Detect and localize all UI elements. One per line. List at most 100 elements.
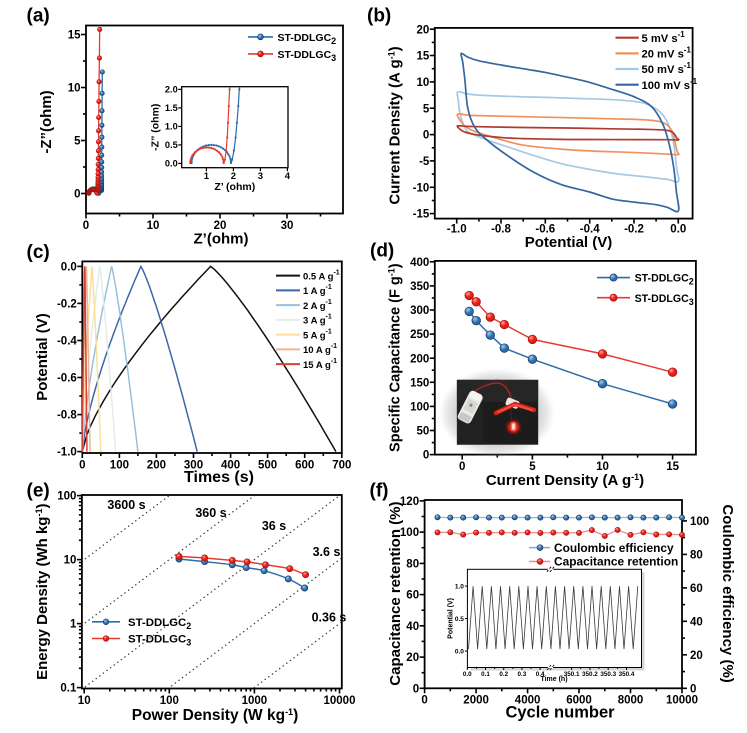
- svg-text:ST-DDLGC2: ST-DDLGC2: [128, 617, 191, 631]
- svg-text:0.0: 0.0: [61, 262, 77, 274]
- svg-text:10000: 10000: [666, 694, 698, 706]
- svg-text:20: 20: [417, 24, 430, 36]
- svg-text:6000: 6000: [566, 694, 592, 706]
- svg-text:0.5: 0.5: [165, 140, 178, 150]
- svg-text:0.5: 0.5: [455, 616, 464, 623]
- svg-text:100: 100: [110, 459, 129, 471]
- svg-text:0: 0: [423, 130, 429, 142]
- svg-text:20: 20: [214, 220, 227, 232]
- svg-text:-0.2: -0.2: [57, 299, 77, 311]
- svg-text:0: 0: [413, 683, 419, 695]
- svg-text:500: 500: [258, 459, 277, 471]
- svg-text:-Z” (ohm): -Z” (ohm): [150, 104, 162, 151]
- svg-text:0.0: 0.0: [463, 671, 472, 678]
- svg-text:-0.8: -0.8: [491, 224, 511, 236]
- svg-text:-15: -15: [413, 209, 430, 221]
- svg-text:10: 10: [68, 83, 81, 95]
- svg-text:1.0: 1.0: [455, 583, 464, 590]
- svg-text:-10: -10: [413, 182, 430, 194]
- svg-text:50: 50: [417, 426, 430, 438]
- svg-text:0: 0: [79, 459, 85, 471]
- svg-text:2 A g-1​: 2 A g-1​: [303, 299, 332, 312]
- svg-text:10 A g-1​: 10 A g-1​: [303, 343, 337, 356]
- svg-text:1000: 1000: [242, 695, 268, 707]
- svg-text:ST-DDLGC3: ST-DDLGC3: [128, 634, 191, 648]
- svg-text:8000: 8000: [618, 694, 644, 706]
- svg-text:1: 1: [70, 619, 77, 631]
- svg-text:0: 0: [423, 450, 429, 462]
- svg-text:-0.4: -0.4: [57, 336, 77, 348]
- svg-text:120: 120: [400, 496, 419, 508]
- svg-text:3600 s: 3600 s: [107, 498, 145, 512]
- svg-text:0: 0: [74, 189, 80, 201]
- svg-text:350.3: 350.3: [600, 671, 616, 678]
- svg-text:1 A g-1​: 1 A g-1​: [303, 284, 332, 297]
- svg-text:100: 100: [57, 491, 76, 503]
- svg-text:Coulombic efficiency: Coulombic efficiency: [554, 541, 674, 555]
- svg-text:0.4: 0.4: [536, 671, 545, 678]
- svg-text:100 mV s-1​: 100 mV s-1​: [642, 77, 698, 92]
- svg-text:350: 350: [410, 281, 429, 293]
- svg-text:0.3: 0.3: [518, 671, 527, 678]
- svg-text:(c): (c): [27, 242, 50, 263]
- svg-text:-5: -5: [419, 156, 430, 168]
- svg-text:60: 60: [406, 590, 419, 602]
- svg-text:100: 100: [400, 527, 419, 539]
- svg-text:60: 60: [690, 583, 703, 595]
- svg-text:0.1: 0.1: [60, 683, 77, 695]
- svg-text:Energy Density (Wh kg-1​): Energy Density (Wh kg-1​): [34, 504, 51, 680]
- svg-text:(b): (b): [367, 6, 391, 27]
- svg-text:0: 0: [690, 683, 696, 695]
- svg-text:ST-DDLGC3: ST-DDLGC3: [635, 293, 694, 307]
- svg-text:2: 2: [231, 171, 236, 182]
- svg-text:ST-DDLGC2: ST-DDLGC2: [635, 273, 694, 287]
- svg-text:-0.8: -0.8: [57, 410, 77, 422]
- svg-text:0.0: 0.0: [670, 224, 686, 236]
- svg-text:10: 10: [417, 77, 430, 89]
- svg-text:Cycle number: Cycle number: [505, 704, 615, 722]
- svg-text:10: 10: [64, 555, 77, 567]
- svg-text:200: 200: [410, 353, 429, 365]
- svg-text:1.0: 1.0: [165, 122, 178, 132]
- svg-text:30: 30: [281, 220, 294, 232]
- svg-text:Power Density (W kg-1​): Power Density (W kg-1​): [132, 707, 299, 724]
- svg-text:0.5 A g-1​: 0.5 A g-1​: [303, 269, 340, 282]
- svg-text:0.0: 0.0: [165, 159, 178, 169]
- svg-text:300: 300: [184, 459, 203, 471]
- svg-text:15: 15: [666, 461, 679, 473]
- svg-text:10: 10: [78, 695, 91, 707]
- svg-text:15 A g-1​: 15 A g-1​: [303, 358, 337, 371]
- svg-text:Potential (V): Potential (V): [34, 313, 51, 401]
- svg-text:ST-DDLGC3: ST-DDLGC3: [278, 49, 337, 63]
- svg-text:-0.4: -0.4: [580, 224, 600, 236]
- svg-text:3 A g-1​: 3 A g-1​: [303, 314, 332, 327]
- svg-text:300: 300: [410, 305, 429, 317]
- svg-text:2000: 2000: [463, 694, 489, 706]
- svg-text:5 A g-1​: 5 A g-1​: [303, 328, 332, 341]
- svg-text:Current Density (A g-1​): Current Density (A g-1​): [387, 46, 404, 204]
- svg-text:-Z”(ohm): -Z”(ohm): [38, 90, 55, 153]
- svg-text:Potential (V): Potential (V): [448, 598, 455, 639]
- svg-text:150: 150: [410, 377, 429, 389]
- svg-text:0: 0: [459, 461, 465, 473]
- svg-text:80: 80: [690, 550, 703, 562]
- svg-text:350.2: 350.2: [582, 671, 598, 678]
- svg-text:(f): (f): [370, 481, 389, 502]
- svg-text:10000: 10000: [324, 695, 356, 707]
- svg-text:Capacitance retention: Capacitance retention: [554, 555, 678, 569]
- svg-text:-1.0: -1.0: [57, 447, 77, 459]
- svg-text:ST-DDLGC2: ST-DDLGC2: [278, 32, 337, 46]
- svg-text:-1.0: -1.0: [447, 224, 467, 236]
- svg-text:Specific Capacitance (F g-1​): Specific Capacitance (F g-1​): [387, 263, 404, 452]
- svg-text:10: 10: [596, 461, 609, 473]
- svg-text:3.6 s: 3.6 s: [313, 545, 341, 559]
- svg-text:15: 15: [68, 30, 81, 42]
- svg-text:400: 400: [410, 257, 429, 269]
- svg-text:0.1: 0.1: [481, 671, 490, 678]
- svg-text:700: 700: [332, 459, 351, 471]
- svg-text:20 mV s-1​: 20 mV s-1​: [642, 46, 692, 61]
- svg-text:Z’(ohm): Z’(ohm): [194, 231, 249, 248]
- svg-text:20: 20: [690, 650, 703, 662]
- svg-text:Capacitance retention (%): Capacitance retention (%): [387, 501, 404, 685]
- svg-text:10: 10: [147, 220, 160, 232]
